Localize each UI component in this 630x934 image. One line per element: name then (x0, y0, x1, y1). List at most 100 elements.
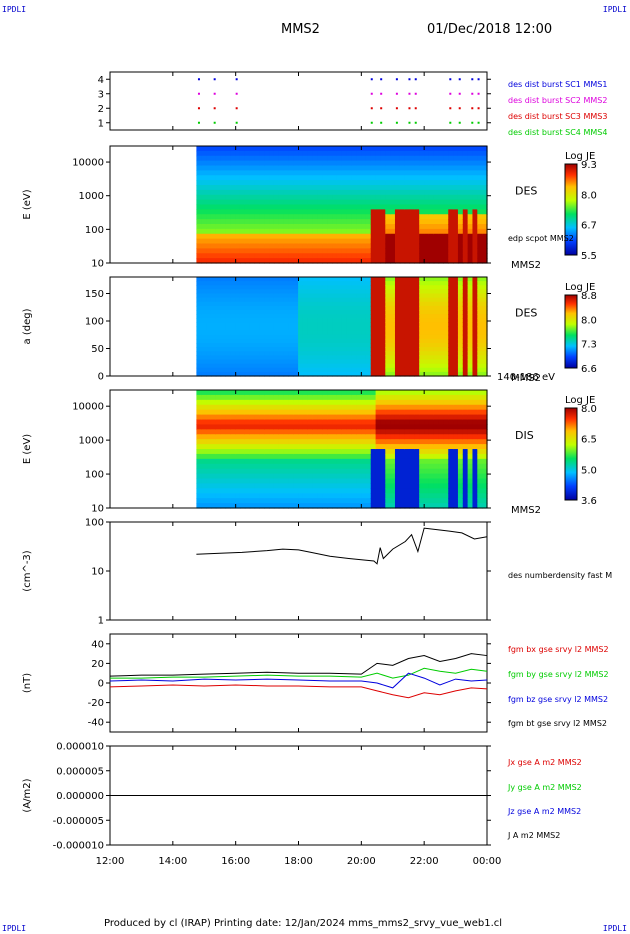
heat-cell (293, 285, 299, 290)
heat-cell (220, 449, 227, 455)
heat-cell (273, 165, 280, 171)
heat-cell (215, 468, 222, 475)
heat-cell (457, 194, 464, 201)
heat-cell (394, 351, 401, 356)
heat-cell (385, 458, 391, 465)
heat-cell (230, 258, 236, 264)
heat-cell (351, 483, 357, 489)
heat-cell (462, 453, 469, 460)
burst-mark (380, 78, 383, 81)
heat-cell (215, 473, 222, 480)
heat-cell (201, 238, 207, 245)
heat-cell (414, 488, 420, 494)
heat-cell (477, 473, 483, 480)
heat-cell (477, 185, 483, 191)
heat-cell (269, 314, 275, 319)
heat-cell (365, 493, 372, 499)
heat-cell (302, 314, 309, 319)
heat-cell (230, 347, 236, 352)
heat-cell (269, 363, 275, 369)
heat-cell (351, 488, 357, 494)
heat-cell (254, 343, 260, 348)
heat-cell (206, 219, 212, 225)
heat-cell (259, 449, 265, 455)
heat-cell (298, 359, 304, 365)
heat-cell (225, 224, 231, 230)
heat-cell (341, 146, 348, 152)
heat-cell (399, 322, 406, 328)
heat-cell (230, 297, 236, 303)
heat-cell (302, 458, 309, 465)
heat-cell (269, 258, 275, 264)
heat-cell (206, 185, 212, 191)
heat-cell (361, 314, 367, 319)
heat-cell (346, 419, 352, 426)
heat-cell (327, 224, 333, 230)
heat-cell (482, 334, 488, 340)
heat-cell (288, 414, 294, 421)
heat-cell (467, 219, 474, 225)
ytick-label-current: 0.000005 (56, 766, 104, 777)
heat-cell (336, 326, 343, 332)
heat-cell (365, 453, 372, 460)
heat-cell (409, 224, 415, 230)
heat-cell (462, 414, 469, 421)
heat-cell (443, 453, 449, 460)
heat-cell (477, 399, 483, 406)
heat-cell (288, 194, 294, 201)
heat-cell (322, 285, 328, 290)
heat-cell (457, 347, 464, 352)
heat-cell (457, 314, 464, 319)
heat-cell (273, 343, 280, 348)
heat-cell (404, 150, 411, 157)
heat-cell (259, 334, 265, 340)
heat-cell (394, 359, 401, 365)
heat-cell (443, 238, 449, 245)
heat-cell (399, 189, 406, 196)
heat-cell (225, 338, 231, 344)
heat-cell (370, 399, 377, 406)
heat-cell (356, 347, 362, 352)
heat-cell (361, 429, 367, 435)
heat-cell (356, 301, 362, 307)
heat-cell (399, 371, 406, 377)
heat-cell (394, 160, 401, 167)
heat-cell (322, 330, 328, 336)
heat-cell (293, 347, 299, 352)
heat-cell (327, 503, 333, 509)
heat-cell (230, 367, 236, 373)
heat-cell (273, 253, 280, 259)
heat-cell (206, 371, 212, 377)
heat-cell (336, 150, 343, 157)
heat-cell (239, 277, 246, 282)
heat-cell (467, 453, 474, 460)
heat-cell (302, 473, 309, 480)
heat-cell (433, 301, 440, 307)
heat-cell (278, 165, 285, 171)
heat-cell (239, 449, 246, 455)
heat-cell (317, 503, 323, 509)
heat-cell (201, 493, 207, 499)
heat-cell (215, 498, 222, 504)
heat-cell (356, 248, 362, 254)
heat-cell (409, 277, 415, 282)
heat-cell (428, 277, 435, 282)
heat-cell (394, 394, 401, 401)
heat-cell (404, 258, 411, 264)
heat-cell (196, 347, 202, 352)
heat-cell (249, 285, 256, 290)
heat-cell (351, 293, 357, 299)
heat-cell (293, 414, 299, 421)
heat-cell (341, 214, 348, 220)
heat-cell (254, 180, 260, 186)
heat-cell (419, 343, 425, 348)
heat-cell (457, 390, 464, 396)
heat-cell (264, 243, 270, 249)
heat-cell (467, 478, 474, 485)
heat-cell (210, 248, 217, 254)
heat-cell (477, 478, 483, 485)
heat-cell (365, 468, 372, 475)
heat-cell (453, 204, 459, 210)
heat-cell (278, 297, 285, 303)
heat-cell (453, 314, 459, 319)
